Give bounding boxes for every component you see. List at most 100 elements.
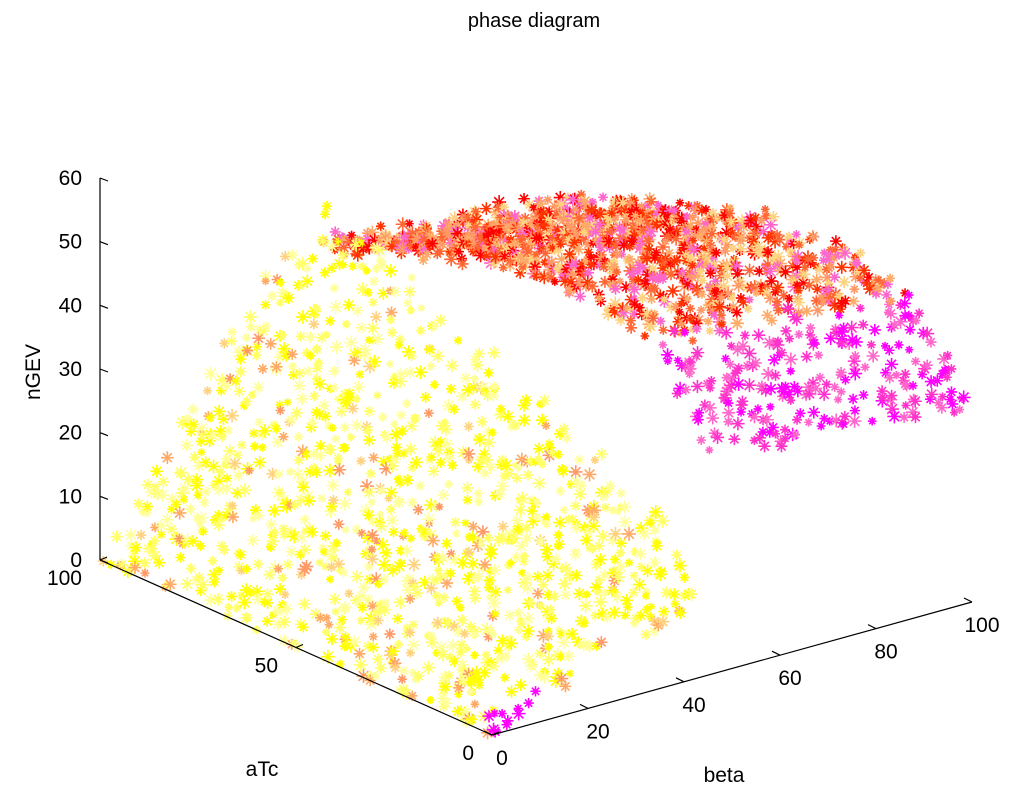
- scatter-point: [333, 518, 345, 530]
- scatter-point: [366, 322, 380, 335]
- scatter-point: [705, 326, 715, 336]
- scatter-point: [620, 594, 633, 607]
- scatter-point: [562, 261, 576, 275]
- scatter-point: [236, 565, 247, 576]
- scatter-point: [775, 440, 788, 453]
- scatter-point: [280, 602, 294, 616]
- scatter-point: [320, 209, 331, 220]
- scatter-point: [602, 612, 613, 623]
- scatter-point: [325, 384, 335, 394]
- scatter-point: [363, 424, 373, 435]
- scatter-point: [328, 494, 339, 506]
- scatter-point: [518, 556, 529, 567]
- scatter-point: [532, 587, 544, 600]
- scatter-point: [701, 204, 711, 215]
- scatter-point: [535, 413, 549, 427]
- scatter-point: [490, 708, 499, 718]
- scatter-point: [329, 283, 339, 293]
- scatter-point: [285, 414, 297, 426]
- scatter-point: [790, 312, 804, 326]
- scatter-point: [553, 240, 564, 250]
- scatter-point: [269, 420, 279, 430]
- scatter-point: [650, 540, 663, 552]
- z-tick-label: 50: [59, 231, 82, 254]
- scatter-point: [226, 511, 239, 524]
- scatter-point: [420, 222, 432, 234]
- scatter-point: [467, 381, 480, 394]
- scatter-point: [629, 277, 638, 286]
- scatter-point: [322, 463, 337, 478]
- scatter-point: [368, 452, 379, 463]
- scatter-point: [898, 297, 911, 310]
- y-tick-label: 100: [47, 567, 82, 590]
- scatter-point: [736, 407, 746, 417]
- scatter-point: [538, 669, 552, 684]
- scatter-point: [227, 327, 237, 337]
- scatter-point: [691, 225, 701, 234]
- scatter-point: [252, 342, 262, 352]
- scatter-point: [849, 270, 862, 283]
- scatter-point: [645, 195, 658, 208]
- scatter-point: [163, 577, 177, 591]
- scatter-point: [829, 271, 841, 283]
- scatter-point: [435, 502, 444, 511]
- scatter-point: [265, 541, 277, 553]
- scatter-point: [516, 227, 530, 241]
- scatter-point: [718, 233, 730, 245]
- scatter-point: [329, 300, 343, 314]
- scatter-point: [328, 592, 342, 606]
- scatter-point: [579, 618, 589, 629]
- scatter-point: [501, 215, 510, 224]
- scatter-point: [749, 435, 760, 446]
- scatter-point: [650, 525, 660, 536]
- scatter-point: [494, 227, 504, 237]
- scatter-point: [658, 605, 670, 618]
- scatter-point: [338, 600, 352, 614]
- scatter-point: [608, 306, 621, 319]
- scatter-point: [487, 660, 500, 672]
- scatter-point: [630, 211, 641, 221]
- scatter-point: [816, 421, 826, 431]
- scatter-point: [322, 330, 331, 339]
- scatter-point: [270, 360, 283, 373]
- scatter-point: [956, 390, 971, 405]
- scatter-point: [409, 456, 423, 469]
- scatter-point: [873, 275, 883, 285]
- scatter-point: [765, 274, 778, 288]
- scatter-point: [336, 566, 345, 575]
- scatter-point: [447, 211, 462, 226]
- scatter-point: [886, 296, 896, 306]
- scatter-point: [858, 390, 869, 400]
- scatter-point: [582, 256, 593, 267]
- scatter-point: [760, 205, 770, 214]
- scatter-point: [245, 588, 255, 598]
- scatter-point: [839, 410, 851, 422]
- scatter-point: [431, 616, 444, 629]
- scatter-point: [660, 295, 669, 304]
- scatter-point: [518, 568, 527, 577]
- scatter-point: [472, 460, 485, 473]
- x-tick-label: 40: [682, 694, 705, 717]
- scatter-point: [375, 233, 386, 245]
- scatter-point: [257, 325, 270, 337]
- scatter-point: [321, 562, 331, 571]
- scatter-point: [734, 230, 748, 244]
- scatter-point: [340, 397, 352, 409]
- scatter-point: [617, 239, 631, 252]
- scatter-point: [863, 271, 875, 283]
- scatter-point: [702, 211, 715, 225]
- scatter-point: [261, 588, 274, 600]
- scatter-point: [261, 277, 270, 286]
- scatter-point: [933, 398, 943, 408]
- scatter-point: [232, 469, 244, 481]
- scatter-point: [278, 330, 288, 340]
- scatter-point: [719, 325, 734, 340]
- scatter-point: [435, 457, 447, 468]
- scatter-point: [892, 370, 901, 380]
- scatter-point: [499, 250, 511, 263]
- scatter-point: [641, 591, 651, 601]
- scatter-point: [171, 499, 182, 510]
- scatter-point: [565, 221, 579, 234]
- scatter-point: [554, 671, 569, 686]
